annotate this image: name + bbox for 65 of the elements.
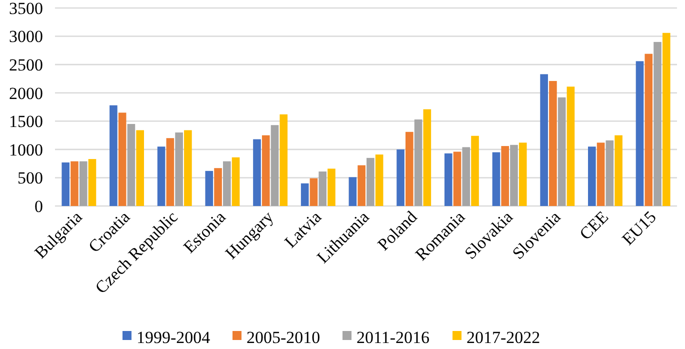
bar: [280, 114, 288, 206]
y-tick-label: 1500: [9, 112, 43, 132]
bar: [358, 165, 366, 206]
bar: [310, 178, 318, 206]
bar: [644, 54, 653, 206]
bar: [62, 162, 70, 206]
y-tick-label: 2500: [9, 56, 43, 75]
bar: [136, 130, 144, 206]
bar: [232, 157, 240, 206]
bar: [79, 161, 88, 206]
legend-label: 2005-2010: [246, 328, 320, 347]
bar: [127, 124, 136, 206]
x-tick-label: CEE: [576, 207, 612, 244]
bar: [492, 152, 500, 206]
bar: [518, 142, 527, 206]
bar: [636, 61, 644, 206]
y-tick-label: 0: [34, 196, 43, 216]
bar: [566, 86, 575, 206]
bar: [614, 135, 622, 206]
legend-label: 2017-2022: [466, 328, 540, 347]
bar: [662, 32, 670, 206]
bar: [588, 146, 596, 206]
bar: [318, 171, 326, 206]
bar: [205, 170, 214, 206]
legend-label: 2011-2016: [356, 328, 430, 347]
bar: [118, 112, 126, 206]
bar: [70, 161, 78, 206]
bar: [175, 132, 183, 206]
y-tick-label: 1000: [9, 140, 43, 160]
bar: [110, 105, 118, 206]
y-tick-label: 3000: [9, 27, 43, 46]
bar: [453, 152, 462, 206]
bar: [222, 161, 231, 206]
bar: [366, 158, 374, 206]
legend-label: 1999-2004: [136, 328, 211, 347]
y-tick-label: 3500: [9, 0, 43, 18]
bar: [348, 177, 357, 206]
y-tick-label: 500: [18, 168, 43, 188]
bar: [558, 97, 566, 206]
bar: [596, 142, 605, 206]
bar: [406, 132, 414, 206]
bar: [166, 138, 174, 206]
bar: [654, 42, 662, 206]
bar: [253, 139, 261, 206]
bar: [510, 144, 518, 206]
bar: [549, 80, 557, 206]
bar: [444, 153, 452, 206]
bar: [375, 154, 384, 206]
bar: [270, 125, 279, 206]
y-tick-label: 2000: [9, 84, 43, 103]
bar: [157, 146, 166, 206]
bar: [396, 149, 404, 206]
bar: [540, 74, 548, 206]
bar: [328, 168, 336, 206]
bar: [423, 109, 432, 206]
bar: [214, 168, 222, 206]
bar: [414, 119, 422, 206]
bar: [88, 159, 96, 206]
bar: [300, 183, 309, 206]
bar: [462, 147, 470, 206]
bar: [471, 136, 479, 206]
bar: [262, 135, 270, 206]
bar: [501, 146, 510, 206]
bar: [606, 140, 614, 206]
bar: [184, 130, 192, 206]
